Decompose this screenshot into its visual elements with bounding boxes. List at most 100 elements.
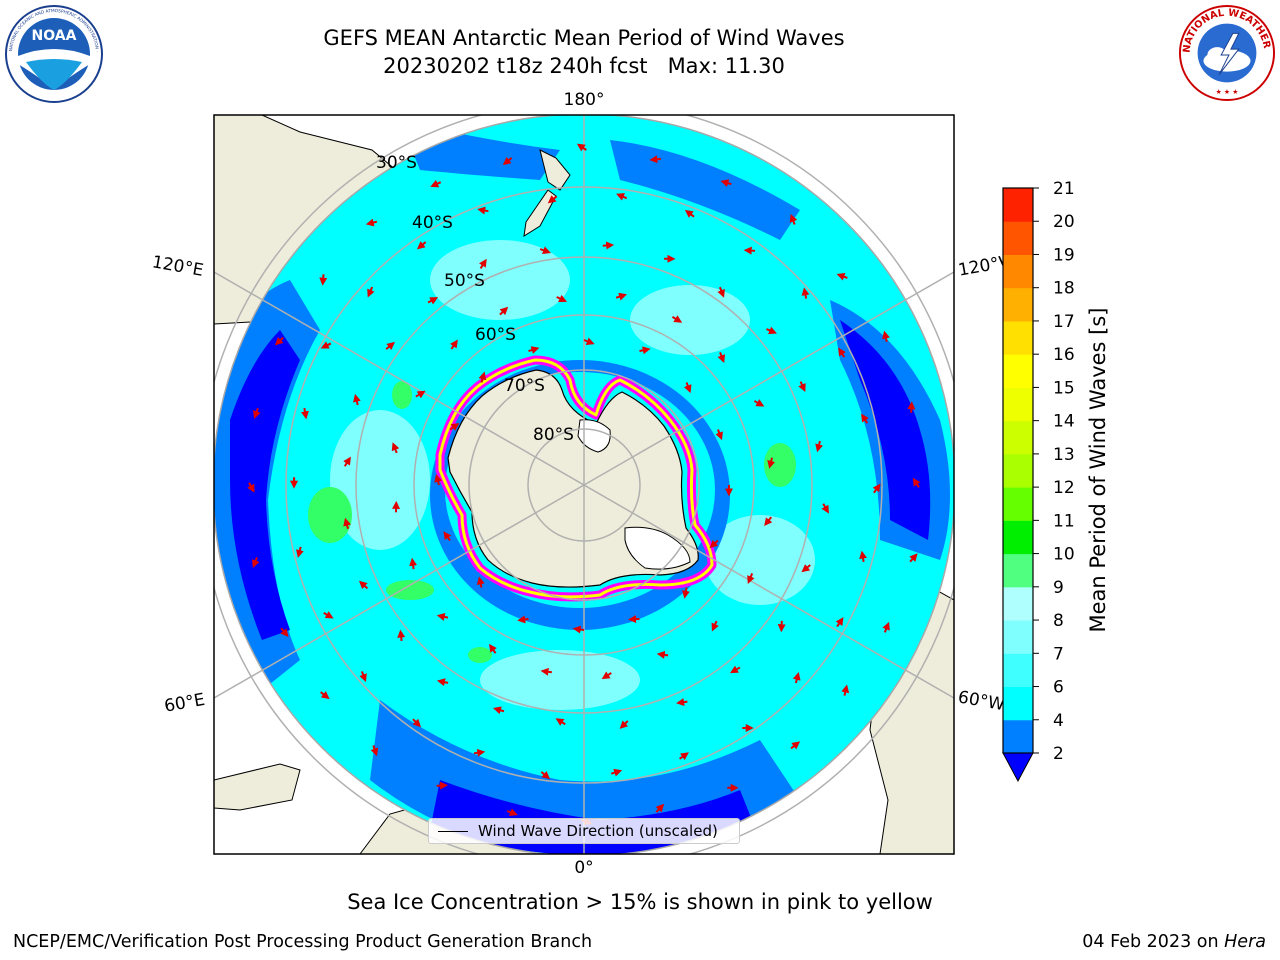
wind-arrow [676,698,688,707]
lat-label-60s: 60°S [475,325,516,345]
wind-arrow [476,576,485,588]
wind-arrow [747,573,755,584]
wind-arrow [764,516,773,527]
colorbar-cell [1003,320,1033,355]
wind-arrow [681,587,690,599]
wind-arrow [320,691,330,700]
wind-arrow [720,179,732,187]
wind-arrow [443,531,452,542]
footer-date-text: 04 Feb 2023 on [1082,932,1225,952]
footer-date: 04 Feb 2023 on Hera [1082,932,1266,952]
colorbar-cell [1003,520,1033,555]
wind-arrow [841,684,850,696]
wind-arrow [790,741,801,750]
colorbar-tick-label: 4 [1053,711,1064,731]
colorbar-tick-label: 11 [1053,511,1075,531]
noaa-logo-icon: NOAA NATIONAL OCEANIC AND ATMOSPHERIC AD… [4,4,103,103]
colorbar-cell [1003,719,1033,754]
colorbar-tick-label: 12 [1053,478,1075,498]
wind-arrow [367,286,375,298]
wind-wave-arrows [247,143,921,825]
colorbar-cell [1003,221,1033,255]
wind-arrow [320,341,332,349]
wind-arrow [715,429,723,441]
colorbar-label: Mean Period of Wind Waves [s] [1086,308,1110,633]
wind-arrow [821,503,829,514]
colorbar-tick-label: 20 [1053,212,1075,232]
colorbar-cell [1003,188,1033,222]
wind-arrow [343,517,352,530]
wind-arrow [717,286,725,298]
wind-arrow [477,206,489,215]
wind-arrow [370,745,379,757]
colorbar-tick-label: 10 [1053,545,1075,565]
wind-arrow [838,347,846,358]
colorbar-extend-arrow [1002,752,1034,783]
wind-arrow [619,720,629,729]
wind-arrow [572,625,585,634]
wind-arrow [412,718,422,728]
wind-arrow [649,155,661,164]
wind-arrow [753,399,765,407]
wind-arrow [801,564,811,573]
wind-arrow [353,393,361,406]
wind-arrow [528,346,540,354]
chart-title: GEFS MEAN Antarctic Mean Period of Wind … [323,26,845,50]
lon-label-180: 180° [564,90,605,110]
colorbar-tick-label: 18 [1053,279,1075,299]
wind-arrow [882,330,890,342]
wind-arrow [436,678,449,687]
map-frame [213,114,955,855]
wind-arrow [434,473,442,486]
colorbar-tick-label: 2 [1053,744,1064,764]
wind-arrow [436,612,449,621]
wind-arrow [280,627,289,638]
wind-arrow [610,768,623,777]
wind-arrow [365,218,378,227]
wind-arrow [684,209,695,218]
colorbar-cell [1003,387,1033,422]
wind-arrow [655,803,665,813]
wind-arrow [671,315,683,323]
wind-arrow [295,546,304,558]
wind-arrow [801,287,810,299]
wind-arrow [798,381,806,392]
wind-arrow [602,241,615,250]
colorbar-tick-label: 13 [1053,445,1075,465]
lat-label-40s: 40°S [412,213,453,233]
wind-arrow [678,752,689,761]
wind-arrow [488,643,497,654]
wind-arrow [717,352,726,364]
wind-arrow [907,401,916,413]
wind-arrow [540,771,551,780]
colorbar-cell [1003,287,1033,322]
wind-arrow [656,650,669,659]
wind-arrow [359,671,367,683]
wind-arrow [301,407,309,420]
lat-label-30s: 30°S [376,153,417,173]
colorbar-cell [1003,453,1033,488]
colorbar-tick-label: 8 [1053,611,1064,631]
wind-arrow [391,442,400,454]
wind-arrow [616,193,628,201]
colorbar-tick-label: 16 [1053,345,1075,365]
colorbar-tick-label: 21 [1053,179,1075,199]
wind-arrow [789,213,798,225]
wind-arrow [415,390,426,399]
colorbar-cell [1003,254,1033,289]
chart-subtitle: 20230202 t18z 240h fcst Max: 11.30 [383,54,785,78]
colorbar-cell [1003,653,1033,688]
wind-arrow [479,258,487,269]
wind-arrow [517,615,529,624]
legend-label: Wind Wave Direction (unscaled) [478,822,718,840]
wind-arrow [427,297,439,305]
wind-arrow [436,781,448,790]
lat-label-70s: 70°S [504,376,545,396]
wind-arrow [766,326,777,335]
wind-arrow [743,246,756,255]
wind-arrow [540,667,552,676]
wind-arrow [478,371,487,383]
colorbar-tick-label: 17 [1053,312,1075,332]
